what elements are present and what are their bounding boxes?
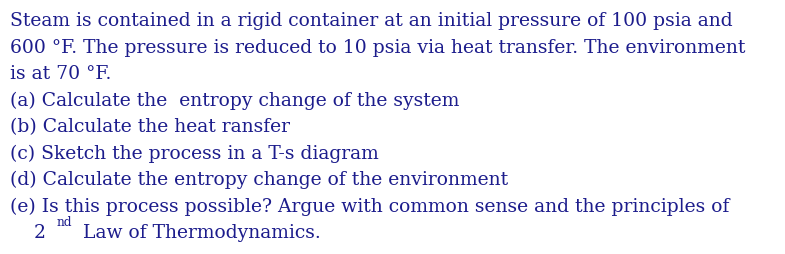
Text: (c) Sketch the process in a T-s diagram: (c) Sketch the process in a T-s diagram (10, 145, 379, 163)
Text: nd: nd (57, 216, 72, 229)
Text: 2: 2 (10, 224, 46, 242)
Text: Steam is contained in a rigid container at an initial pressure of 100 psia and: Steam is contained in a rigid container … (10, 12, 733, 30)
Text: (b) Calculate the heat ransfer: (b) Calculate the heat ransfer (10, 118, 290, 136)
Text: 600 °F. The pressure is reduced to 10 psia via heat transfer. The environment: 600 °F. The pressure is reduced to 10 ps… (10, 39, 746, 56)
Text: (d) Calculate the entropy change of the environment: (d) Calculate the entropy change of the … (10, 171, 509, 189)
Text: (a) Calculate the  entropy change of the system: (a) Calculate the entropy change of the … (10, 91, 459, 110)
Text: is at 70 °F.: is at 70 °F. (10, 65, 111, 83)
Text: Law of Thermodynamics.: Law of Thermodynamics. (77, 224, 320, 242)
Text: (e) Is this process possible? Argue with common sense and the principles of: (e) Is this process possible? Argue with… (10, 198, 729, 216)
